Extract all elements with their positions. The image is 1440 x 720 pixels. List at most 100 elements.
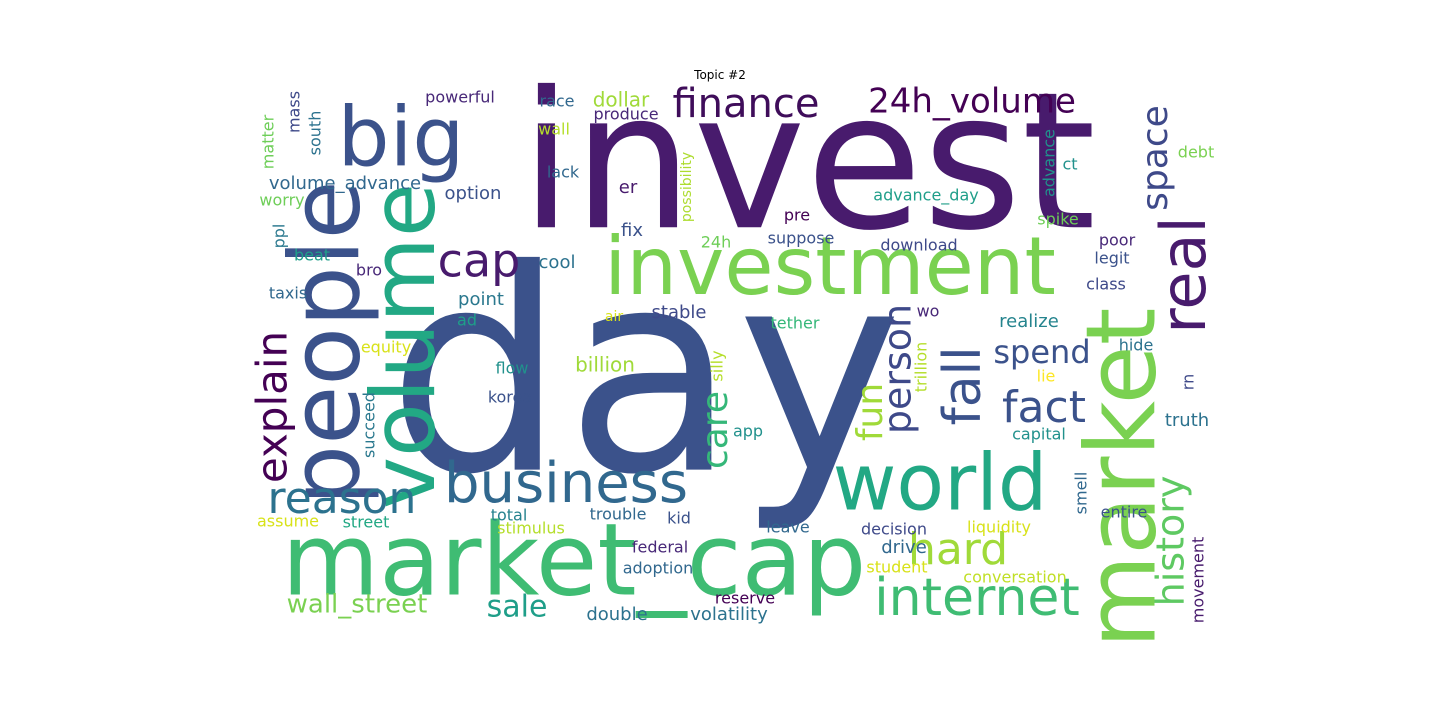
word-entire: entire: [1101, 503, 1148, 522]
word-poor: poor: [1099, 231, 1136, 250]
word-volume: volume: [352, 183, 455, 509]
word-possibility: possibility: [679, 152, 695, 222]
word-worry: worry: [259, 191, 304, 210]
word-wo: wo: [917, 302, 940, 321]
word-dollar: dollar: [593, 88, 650, 112]
word-south: south: [306, 111, 325, 156]
word-spend: spend: [993, 333, 1090, 371]
word-capital: capital: [1012, 425, 1066, 444]
word-taxis: taxis: [269, 284, 307, 303]
word-24h-volume: 24h_volume: [868, 82, 1076, 122]
word-internet: internet: [874, 568, 1080, 628]
word-fact: fact: [1002, 382, 1086, 433]
word-stable: stable: [652, 302, 707, 323]
word-care: care: [695, 391, 736, 469]
word-powerful: powerful: [425, 88, 495, 107]
word-total: total: [491, 506, 528, 525]
word-market-cap: market_cap: [282, 501, 867, 618]
word-space: space: [1135, 105, 1176, 211]
word-finance: finance: [672, 81, 819, 127]
word-download: download: [880, 236, 957, 255]
word-day: day: [387, 211, 902, 537]
word-fix: fix: [621, 220, 643, 241]
word-kid: kid: [667, 509, 691, 528]
word-pre: pre: [784, 206, 810, 225]
word-ad: ad: [457, 311, 477, 330]
word-truth: truth: [1165, 410, 1209, 431]
word-cap: cap: [438, 234, 521, 288]
word-spike: spike: [1037, 210, 1078, 229]
word-air: air: [605, 309, 623, 325]
word-trillion: trillion: [912, 342, 931, 393]
word-volume-advance: volume_advance: [269, 173, 421, 194]
word-people: people: [269, 180, 381, 505]
word-matter: matter: [259, 114, 278, 169]
word-suppose: suppose: [768, 229, 835, 248]
word-sale: sale: [487, 590, 548, 625]
word-class: class: [1086, 275, 1126, 294]
word-trouble: trouble: [590, 505, 647, 524]
word-reserve: reserve: [715, 589, 775, 608]
word-beat: beat: [294, 246, 330, 265]
chart-title: Topic #2: [694, 68, 746, 82]
word-explain: explain: [248, 331, 297, 483]
word-lie: lie: [1037, 367, 1056, 386]
word-ct: ct: [1062, 155, 1077, 174]
word-volatility: volatility: [690, 604, 768, 625]
word-fall: fall: [933, 346, 993, 425]
word-ppl: ppl: [270, 224, 289, 249]
word-option: option: [445, 183, 502, 204]
word-business: business: [444, 451, 688, 516]
word-lack: lack: [547, 163, 580, 182]
word-street: street: [343, 513, 390, 532]
word-investment: investment: [604, 220, 1056, 313]
word-invest: invest: [520, 51, 1096, 272]
word-smell: smell: [1072, 472, 1091, 515]
word-double: double: [586, 604, 647, 625]
word-point: point: [458, 289, 504, 310]
word-advance-day: advance_day: [873, 186, 978, 206]
word-big: big: [338, 90, 465, 185]
word-legit: legit: [1094, 249, 1129, 268]
word-app: app: [733, 422, 763, 441]
word-real: real: [1147, 216, 1220, 334]
word-history: history: [1149, 476, 1193, 607]
word-movement: movement: [1189, 537, 1208, 624]
word-flow: flow: [496, 359, 529, 378]
word-stimulus: stimulus: [497, 519, 565, 538]
word-er: er: [619, 177, 638, 198]
word-wall-street: wall_street: [287, 590, 428, 620]
word-mass: mass: [285, 91, 304, 133]
word-person: person: [876, 304, 920, 434]
word-succeed: succeed: [360, 392, 379, 458]
word-fun: fun: [850, 383, 891, 441]
word-realize: realize: [999, 311, 1059, 332]
word-rn: rn: [1179, 374, 1198, 390]
word-leave: leave: [766, 518, 809, 537]
word-24h: 24h: [701, 233, 732, 252]
word-conversation: conversation: [963, 568, 1066, 587]
word-hard: hard: [908, 524, 1008, 575]
word-student: student: [866, 558, 927, 577]
word-liquidity: liquidity: [967, 518, 1031, 537]
word-bro: bro: [356, 261, 382, 280]
word-tether: tether: [771, 314, 820, 333]
word-federal: federal: [632, 538, 688, 557]
word-wall: wall: [538, 120, 570, 139]
word-billion: billion: [575, 353, 635, 377]
word-hide: hide: [1119, 336, 1154, 355]
word-advance: advance: [1040, 129, 1059, 197]
word-race: race: [539, 92, 574, 111]
word-cool: cool: [539, 252, 576, 273]
word-assume: assume: [257, 512, 319, 531]
word-silly: silly: [708, 350, 727, 381]
word-reason: reason: [268, 473, 417, 524]
word-decision: decision: [861, 520, 927, 539]
word-world: world: [833, 438, 1048, 528]
word-adoption: adoption: [623, 559, 694, 578]
word-korea: korea: [488, 388, 532, 407]
word-debt: debt: [1178, 143, 1214, 162]
word-drive: drive: [881, 537, 927, 558]
word-equity: equity: [361, 338, 411, 357]
